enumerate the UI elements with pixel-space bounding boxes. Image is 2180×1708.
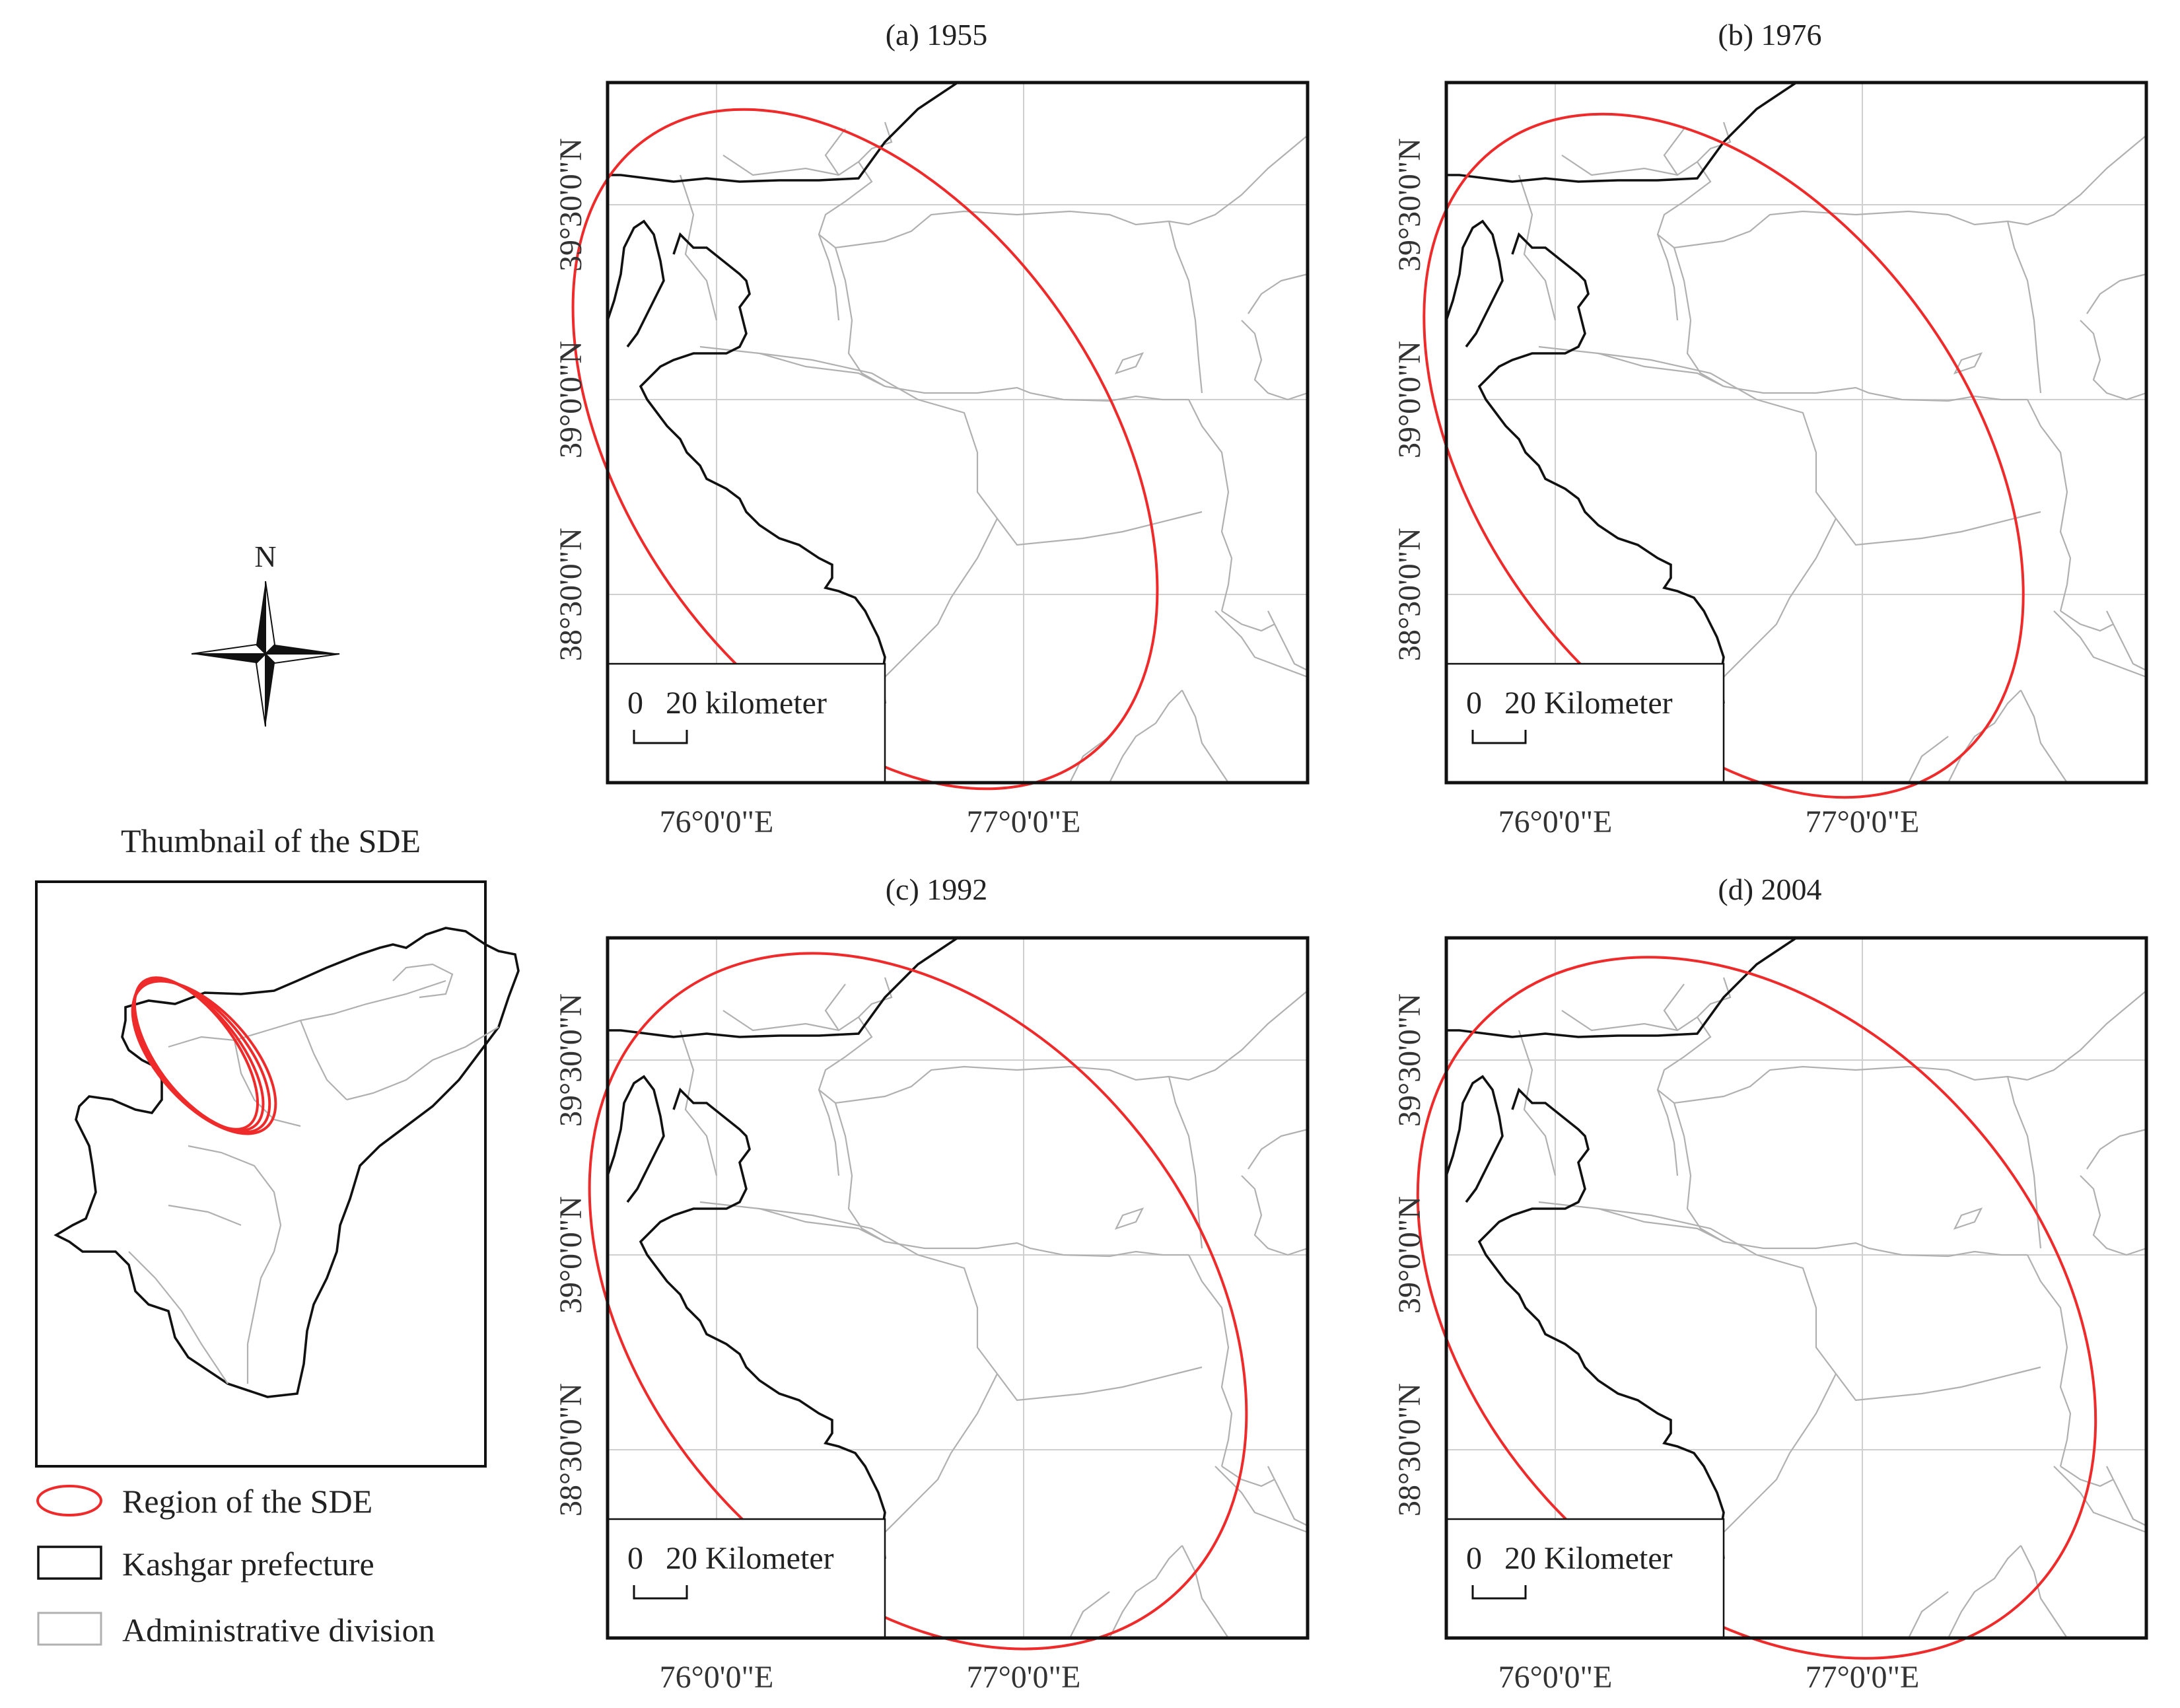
lat-label-c-2: 39°0'0"N — [553, 1196, 588, 1314]
gray-box-icon — [37, 1612, 102, 1646]
lat-label-d-3: 38°30'0"N — [1392, 1383, 1427, 1516]
legend-item-admin: Administrative division — [37, 1612, 435, 1649]
map-frame-a — [606, 81, 1310, 785]
sde-ellipse-b — [1423, 112, 2025, 799]
panel-d: (d) 2004 0 20 Kilometer 39°30'0"N 39°0'0… — [1392, 872, 2148, 1695]
map-frame-c — [606, 936, 1310, 1640]
panel-title-a: (a) 1955 — [886, 18, 988, 52]
scale-label-c: 20 Kilometer — [666, 1541, 834, 1576]
legend-item-sde: Region of the SDE — [36, 1483, 372, 1520]
sde-ellipse-a — [571, 108, 1159, 791]
sde-ellipse-d — [1416, 956, 2097, 1660]
lat-label-b-1: 39°30'0"N — [1392, 138, 1427, 271]
lon-label-d-2: 77°0'0"E — [1806, 1660, 1920, 1695]
scale-label-a: 20 kilometer — [666, 686, 827, 721]
map-frame-d — [1444, 936, 2148, 1640]
compass-rose-icon — [191, 581, 340, 727]
thumbnail-sde-ellipses — [131, 976, 277, 1135]
map-frame-b — [1444, 81, 2148, 785]
lon-label-b-2: 77°0'0"E — [1806, 804, 1920, 839]
lon-label-d-1: 76°0'0"E — [1498, 1660, 1613, 1695]
lat-label-b-3: 38°30'0"N — [1392, 528, 1427, 661]
lat-label-d-1: 39°30'0"N — [1392, 993, 1427, 1127]
thumbnail-prefecture — [53, 927, 520, 1398]
north-label: N — [254, 540, 276, 573]
scale-zero-a: 0 — [627, 686, 643, 721]
lon-label-a-1: 76°0'0"E — [660, 804, 774, 839]
lon-label-c-2: 77°0'0"E — [967, 1660, 1081, 1695]
lat-label-d-2: 39°0'0"N — [1392, 1196, 1427, 1314]
panel-a: (a) 1955 0 20 kilometer 39°30'0"N 39°0'0… — [553, 18, 1310, 839]
scale-label-d: 20 Kilometer — [1504, 1541, 1673, 1576]
lat-label-a-1: 39°30'0"N — [553, 138, 588, 271]
panel-title-b: (b) 1976 — [1718, 18, 1821, 52]
panel-b: (b) 1976 0 20 Kilometer 39°30'0"N 39°0'0… — [1392, 18, 2148, 839]
lat-label-a-3: 38°30'0"N — [553, 528, 588, 661]
lon-label-a-2: 77°0'0"E — [967, 804, 1081, 839]
thumbnail-title: Thumbnail of the SDE — [121, 822, 421, 859]
scale-zero-d: 0 — [1466, 1541, 1482, 1576]
legend: Region of the SDE Kashgar prefecture Adm… — [36, 1483, 435, 1649]
black-box-icon — [37, 1546, 102, 1580]
red-ellipse-icon — [36, 1485, 102, 1516]
legend-label-sde: Region of the SDE — [122, 1483, 372, 1520]
lon-label-b-1: 76°0'0"E — [1498, 804, 1613, 839]
lat-label-a-2: 39°0'0"N — [553, 341, 588, 458]
scale-zero-b: 0 — [1466, 686, 1482, 721]
panel-title-c: (c) 1992 — [886, 872, 988, 906]
legend-label-prefecture: Kashgar prefecture — [122, 1546, 374, 1583]
lat-label-b-2: 39°0'0"N — [1392, 341, 1427, 458]
legend-item-prefecture: Kashgar prefecture — [37, 1546, 374, 1583]
lon-label-c-1: 76°0'0"E — [660, 1660, 774, 1695]
legend-label-admin: Administrative division — [122, 1612, 435, 1649]
scale-zero-c: 0 — [627, 1541, 643, 1576]
lat-label-c-1: 39°30'0"N — [553, 993, 588, 1127]
scale-label-b: 20 Kilometer — [1504, 686, 1673, 721]
panel-c: (c) 1992 0 20 Kilometer 39°30'0"N 39°0'0… — [553, 872, 1310, 1695]
thumbnail: Thumbnail of the SDE — [35, 822, 520, 1468]
north-arrow: N — [191, 540, 340, 727]
lat-label-c-3: 38°30'0"N — [553, 1383, 588, 1516]
sde-ellipse-c — [588, 952, 1248, 1651]
panel-title-d: (d) 2004 — [1718, 872, 1821, 906]
